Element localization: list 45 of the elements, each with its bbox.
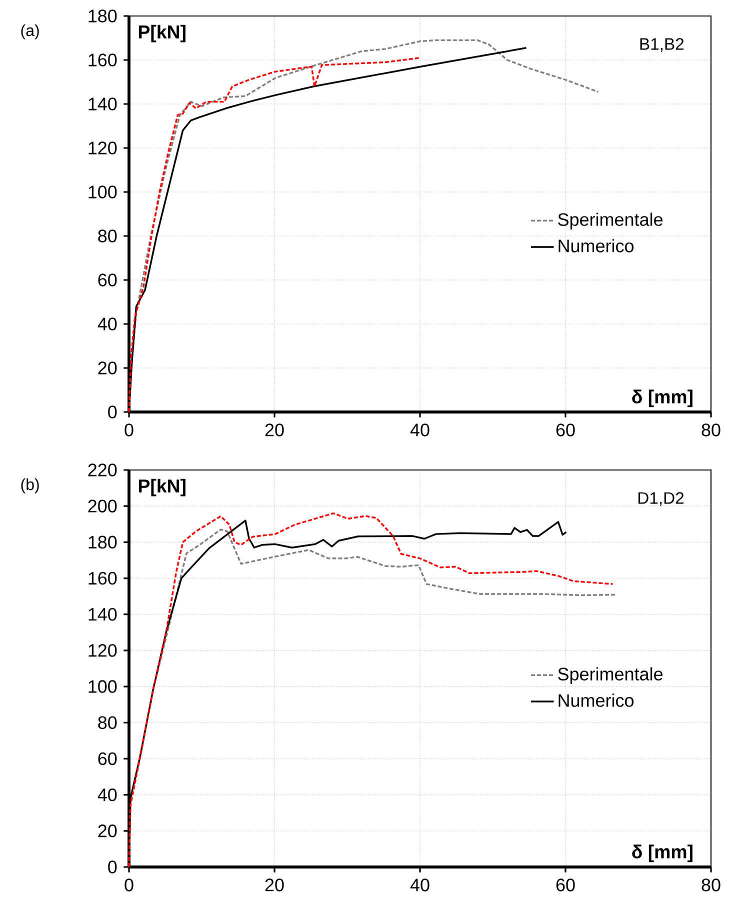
x-tick-label: 40 xyxy=(410,878,430,892)
x-tick-label: 20 xyxy=(265,878,284,892)
text: (b) xyxy=(21,478,39,494)
y-tick-label: 180 xyxy=(88,536,117,549)
line-series xyxy=(128,56,422,413)
legend-label: Numerico xyxy=(558,239,634,252)
x-axis-title: δ [mm] xyxy=(632,844,692,862)
x-tick-label: 60 xyxy=(556,878,575,892)
x-axis-title: δ [mm] xyxy=(632,390,692,408)
y-tick-label: 20 xyxy=(98,824,117,838)
y-tick-label: 120 xyxy=(88,142,117,154)
y-tick-label: 40 xyxy=(98,788,117,802)
y-tick-label: 100 xyxy=(88,186,117,198)
annotation: B1,B2 xyxy=(640,38,684,52)
y-axis-title: P[kN] xyxy=(139,24,186,42)
y-tick-label: 60 xyxy=(98,752,117,766)
y-tick-label: 40 xyxy=(98,318,117,330)
y-tick-label: 120 xyxy=(88,644,117,657)
legend-label: Sperimentale xyxy=(558,667,663,684)
text: (a) xyxy=(21,24,39,40)
y-tick-label: 140 xyxy=(88,608,117,621)
x-tick-label: 0 xyxy=(124,878,134,892)
y-tick-label: 180 xyxy=(88,10,117,22)
y-tick-label: 160 xyxy=(88,572,117,585)
x-tick-label: 40 xyxy=(410,424,430,436)
y-tick-label: 160 xyxy=(88,54,117,66)
y-tick-label: 80 xyxy=(98,716,117,729)
y-tick-label: 0 xyxy=(108,860,117,874)
x-tick-label: 20 xyxy=(265,424,284,436)
x-tick-label: 80 xyxy=(702,878,720,892)
y-tick-label: 0 xyxy=(108,406,117,418)
annotation: D1,D2 xyxy=(638,492,684,506)
y-axis-title: P[kN] xyxy=(139,478,186,496)
y-tick-label: 20 xyxy=(98,362,117,374)
y-tick-label: 220 xyxy=(88,464,117,476)
y-tick-label: 140 xyxy=(88,98,117,110)
x-tick-label: 60 xyxy=(556,424,575,436)
y-tick-label: 100 xyxy=(88,680,117,693)
x-tick-label: 80 xyxy=(702,424,720,436)
legend-label: Sperimentale xyxy=(558,212,663,230)
x-tick-label: 0 xyxy=(124,424,134,436)
y-tick-label: 200 xyxy=(88,500,117,512)
y-tick-label: 80 xyxy=(98,230,117,242)
legend-label: Numerico xyxy=(558,694,634,707)
y-tick-label: 60 xyxy=(98,274,117,286)
